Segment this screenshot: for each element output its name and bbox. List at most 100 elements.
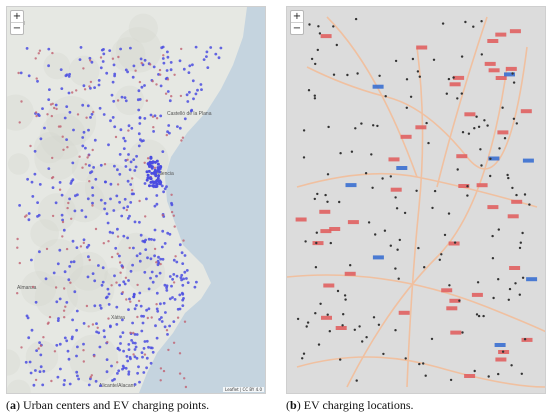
urban-center	[53, 106, 56, 110]
ev-point	[155, 194, 159, 197]
ev-point	[30, 328, 34, 332]
ev-point	[81, 144, 85, 148]
ev-point	[88, 56, 92, 60]
charging-location	[394, 329, 397, 332]
ev-point	[93, 304, 97, 308]
zoom-in-button[interactable]: +	[292, 11, 302, 22]
ev-point	[159, 84, 163, 88]
ev-point	[178, 59, 182, 63]
ev-point	[55, 343, 59, 347]
ev-point	[118, 153, 122, 156]
charging-location	[473, 127, 476, 130]
urban-center	[94, 227, 98, 231]
zoom-out-button[interactable]: −	[11, 22, 23, 34]
road-shield	[344, 271, 356, 276]
map-background	[287, 7, 545, 393]
charging-location	[405, 106, 408, 110]
ev-point	[147, 237, 151, 241]
ev-point	[76, 374, 79, 378]
road-line	[296, 356, 545, 388]
ev-point	[127, 343, 131, 346]
urban-center	[92, 110, 95, 114]
ev-point	[27, 212, 31, 215]
zoom-in-button[interactable]: +	[12, 11, 22, 22]
urban-center	[115, 281, 118, 284]
urban-center	[31, 285, 35, 289]
charging-location	[418, 75, 421, 78]
highway-shield	[504, 72, 515, 77]
ev-point	[47, 64, 50, 68]
ev-point	[157, 255, 160, 259]
map-urban-ev-canvas[interactable]: TeruelCastelló de la PlanaAlmansaAlicant…	[7, 7, 265, 393]
charging-location	[467, 132, 471, 135]
ev-point	[147, 169, 151, 173]
map-attribution[interactable]: Leaflet | CC BY 4.0	[223, 387, 264, 392]
urban-center	[150, 316, 153, 319]
ev-point	[136, 98, 140, 102]
charging-location	[389, 244, 392, 247]
urban-center	[143, 161, 146, 164]
ev-point	[153, 204, 157, 208]
ev-point	[72, 260, 76, 264]
terrain-shade	[30, 219, 59, 248]
urban-center	[153, 166, 157, 169]
urban-center	[162, 54, 165, 57]
urban-center	[125, 208, 128, 212]
charging-location	[364, 172, 368, 175]
map-ev-locations-canvas[interactable]	[287, 7, 545, 393]
urban-center	[107, 317, 110, 320]
ev-point	[131, 75, 135, 79]
ev-point	[25, 47, 29, 50]
urban-center	[34, 378, 38, 382]
ev-point	[67, 75, 71, 78]
urban-center	[90, 374, 94, 377]
ev-point	[34, 300, 38, 304]
map-panel-ev-locations[interactable]: + −	[286, 6, 546, 394]
urban-center	[51, 51, 54, 55]
ev-point	[175, 274, 179, 278]
highway-shield	[396, 166, 408, 170]
ev-point	[183, 117, 187, 121]
ev-point	[67, 357, 71, 361]
charging-location	[313, 94, 316, 97]
charging-location	[404, 357, 407, 360]
ev-point	[58, 181, 62, 184]
ev-point	[63, 336, 67, 340]
ev-point	[90, 170, 94, 174]
urban-center	[16, 237, 19, 241]
charging-location	[472, 25, 475, 28]
road-shield	[400, 134, 412, 139]
ev-point	[156, 259, 160, 263]
ev-point	[145, 170, 149, 174]
charging-location	[355, 379, 358, 382]
ev-point	[156, 162, 160, 166]
ev-point	[27, 218, 31, 222]
ev-point	[41, 107, 44, 110]
ev-point	[71, 239, 75, 243]
ev-point	[132, 246, 135, 250]
urban-center	[166, 78, 170, 81]
charging-location	[371, 186, 374, 189]
ev-point	[168, 297, 172, 301]
charging-location	[423, 266, 426, 269]
ev-point	[119, 342, 122, 345]
ev-point	[109, 182, 113, 186]
ev-point	[121, 331, 125, 334]
zoom-out-button[interactable]: −	[291, 22, 303, 34]
caption-a-label: a	[10, 398, 16, 412]
ev-point	[154, 180, 157, 184]
map-panel-urban-ev[interactable]: TeruelCastelló de la PlanaAlmansaAlicant…	[6, 6, 266, 394]
ev-point	[106, 221, 110, 225]
charging-location	[453, 241, 457, 244]
charging-location	[383, 229, 387, 232]
urban-center	[172, 214, 175, 217]
ev-point	[18, 204, 21, 207]
ev-point	[120, 95, 124, 99]
charging-location	[461, 331, 464, 334]
urban-center	[83, 88, 87, 91]
highway-shield	[345, 183, 357, 188]
charging-location	[492, 296, 495, 300]
urban-center	[55, 107, 58, 111]
urban-center	[176, 316, 180, 319]
urban-center	[149, 63, 152, 66]
